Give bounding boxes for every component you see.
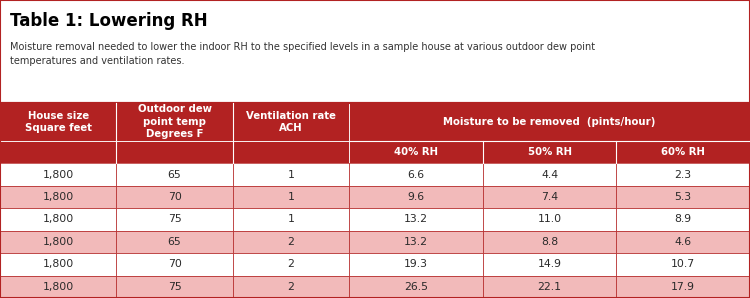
Text: 10.7: 10.7 xyxy=(671,259,695,269)
Text: 8.9: 8.9 xyxy=(674,215,692,224)
Bar xyxy=(483,253,616,276)
Text: 4.6: 4.6 xyxy=(674,237,692,247)
Bar xyxy=(349,103,750,141)
Bar xyxy=(116,186,232,208)
Bar xyxy=(0,163,116,186)
Bar xyxy=(232,103,349,141)
Text: 75: 75 xyxy=(168,282,182,292)
Text: 70: 70 xyxy=(167,192,182,202)
Bar xyxy=(483,276,616,298)
Text: 22.1: 22.1 xyxy=(538,282,562,292)
Text: 40% RH: 40% RH xyxy=(394,147,438,157)
Bar xyxy=(232,231,349,253)
Bar xyxy=(616,208,750,231)
Text: Ventilation rate
ACH: Ventilation rate ACH xyxy=(246,111,336,133)
Bar xyxy=(616,186,750,208)
Bar xyxy=(116,231,232,253)
Bar xyxy=(0,276,116,298)
Bar xyxy=(349,253,483,276)
Text: 65: 65 xyxy=(168,170,182,179)
Bar xyxy=(349,276,483,298)
Bar xyxy=(349,231,483,253)
Bar xyxy=(349,208,483,231)
Text: Moisture removal needed to lower the indoor RH to the specified levels in a samp: Moisture removal needed to lower the ind… xyxy=(10,43,595,66)
Text: 2: 2 xyxy=(287,237,294,247)
Text: Table 1: Lowering RH: Table 1: Lowering RH xyxy=(10,12,207,30)
Text: 1: 1 xyxy=(287,170,294,179)
Text: 1,800: 1,800 xyxy=(43,192,74,202)
Bar xyxy=(483,231,616,253)
Text: 6.6: 6.6 xyxy=(407,170,424,179)
Text: House size
Square feet: House size Square feet xyxy=(25,111,92,133)
Text: 75: 75 xyxy=(168,215,182,224)
Bar xyxy=(116,208,232,231)
Bar xyxy=(616,163,750,186)
Text: 11.0: 11.0 xyxy=(538,215,562,224)
Bar xyxy=(616,276,750,298)
Text: 1: 1 xyxy=(287,192,294,202)
Text: 2.3: 2.3 xyxy=(674,170,692,179)
Bar xyxy=(616,231,750,253)
Bar xyxy=(0,0,750,103)
Text: 14.9: 14.9 xyxy=(538,259,562,269)
Bar xyxy=(0,141,116,163)
Text: 13.2: 13.2 xyxy=(404,215,428,224)
Bar xyxy=(0,253,116,276)
Text: 8.8: 8.8 xyxy=(541,237,558,247)
Bar xyxy=(483,163,616,186)
Bar xyxy=(116,276,232,298)
Bar xyxy=(349,163,483,186)
Bar xyxy=(232,163,349,186)
Text: 26.5: 26.5 xyxy=(404,282,428,292)
Bar xyxy=(349,141,483,163)
Bar xyxy=(483,141,616,163)
Text: 1,800: 1,800 xyxy=(43,259,74,269)
Text: 1,800: 1,800 xyxy=(43,215,74,224)
Bar xyxy=(0,208,116,231)
Bar xyxy=(232,208,349,231)
Bar xyxy=(483,186,616,208)
Text: 65: 65 xyxy=(168,237,182,247)
Text: 2: 2 xyxy=(287,259,294,269)
Text: 4.4: 4.4 xyxy=(541,170,558,179)
Bar xyxy=(483,208,616,231)
Bar xyxy=(116,141,232,163)
Bar xyxy=(232,276,349,298)
Bar xyxy=(0,103,750,298)
Text: 1: 1 xyxy=(287,215,294,224)
Text: 1,800: 1,800 xyxy=(43,282,74,292)
Bar xyxy=(0,186,116,208)
Text: 17.9: 17.9 xyxy=(671,282,695,292)
Text: 13.2: 13.2 xyxy=(404,237,428,247)
Bar xyxy=(116,103,232,141)
Text: 1,800: 1,800 xyxy=(43,237,74,247)
Bar xyxy=(232,141,349,163)
Bar xyxy=(616,253,750,276)
Bar xyxy=(232,186,349,208)
Bar xyxy=(116,253,232,276)
Text: 1,800: 1,800 xyxy=(43,170,74,179)
Text: 70: 70 xyxy=(167,259,182,269)
Bar xyxy=(116,163,232,186)
Text: 7.4: 7.4 xyxy=(541,192,558,202)
Text: Outdoor dew
point temp
Degrees F: Outdoor dew point temp Degrees F xyxy=(137,104,212,139)
Bar xyxy=(0,231,116,253)
Text: 5.3: 5.3 xyxy=(674,192,692,202)
Text: 9.6: 9.6 xyxy=(407,192,424,202)
Text: 50% RH: 50% RH xyxy=(527,147,572,157)
Bar xyxy=(349,186,483,208)
Text: 2: 2 xyxy=(287,282,294,292)
Bar xyxy=(616,141,750,163)
Bar xyxy=(232,253,349,276)
Bar xyxy=(0,103,116,141)
Text: Moisture to be removed  (pints/hour): Moisture to be removed (pints/hour) xyxy=(443,117,656,127)
Text: 19.3: 19.3 xyxy=(404,259,428,269)
Text: 60% RH: 60% RH xyxy=(662,147,705,157)
